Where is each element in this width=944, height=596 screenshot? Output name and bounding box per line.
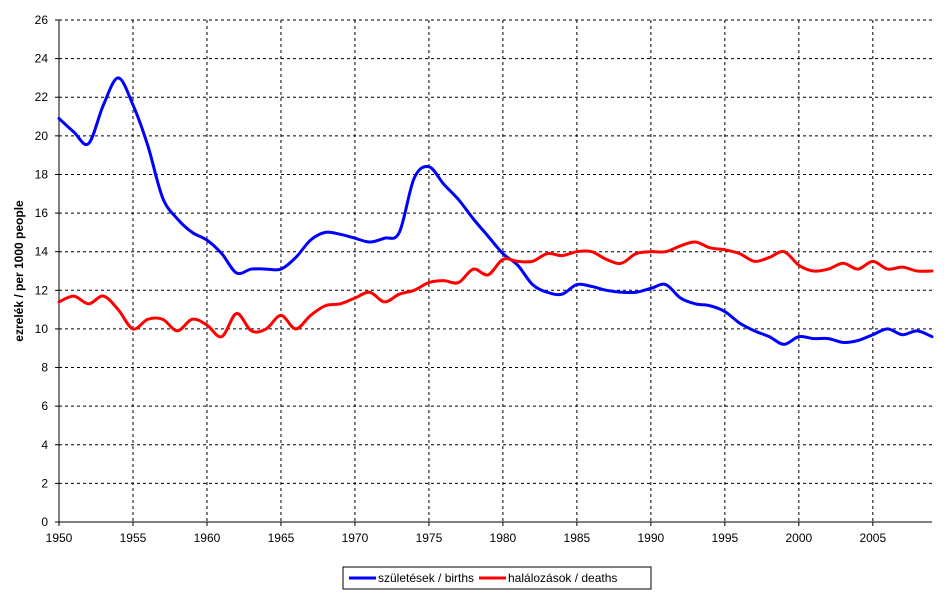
y-tick-label: 6	[41, 399, 48, 413]
x-tick-label: 2005	[859, 531, 886, 545]
y-axis-label: ezrelék / per 1000 people	[12, 200, 26, 342]
y-tick-label: 20	[35, 129, 49, 143]
series-deaths-line	[57, 240, 934, 339]
y-tick-label: 16	[35, 206, 49, 220]
x-tick-label: 1995	[711, 531, 738, 545]
x-tick-label: 1980	[490, 531, 517, 545]
x-tick-label: 1960	[194, 531, 221, 545]
legend: születések / births halálozások / deaths	[342, 566, 652, 590]
x-tick-label: 1965	[268, 531, 295, 545]
series-births-line	[57, 76, 934, 346]
x-tick-label: 1975	[416, 531, 443, 545]
y-tick-label: 2	[41, 476, 48, 490]
y-tick-label: 10	[35, 322, 49, 336]
y-tick-label: 14	[35, 245, 49, 259]
x-tick-label: 1985	[564, 531, 591, 545]
x-tick-label: 1970	[342, 531, 369, 545]
y-tick-label: 22	[35, 90, 49, 104]
y-tick-label: 0	[41, 515, 48, 529]
x-tick-label: 1955	[120, 531, 147, 545]
legend-label-births: születések / births	[378, 571, 474, 585]
y-tick-label: 8	[41, 361, 48, 375]
y-tick-label: 12	[35, 283, 49, 297]
y-tick-label: 18	[35, 167, 49, 181]
x-tick-label: 1950	[46, 531, 73, 545]
legend-label-deaths: halálozások / deaths	[508, 571, 617, 585]
y-tick-label: 4	[41, 438, 48, 452]
x-tick-label: 1990	[638, 531, 665, 545]
series-group	[57, 76, 934, 346]
y-tick-label: 26	[35, 13, 49, 27]
axes	[55, 19, 932, 526]
y-tick-label: 24	[35, 52, 49, 66]
x-tick-label: 2000	[785, 531, 812, 545]
grid	[59, 19, 932, 522]
